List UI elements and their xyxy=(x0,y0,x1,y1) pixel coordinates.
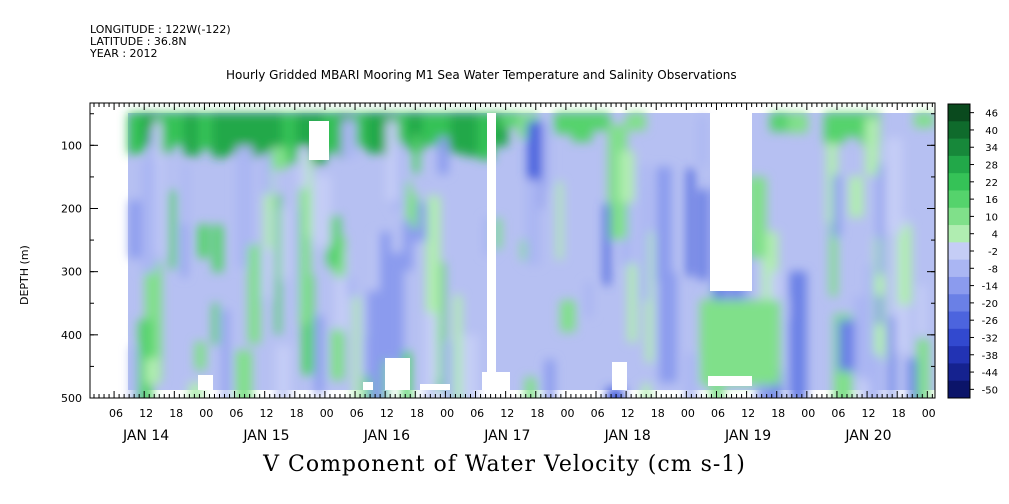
x-day-label: JAN 19 xyxy=(724,428,771,444)
x-day-label: JAN 15 xyxy=(242,428,289,444)
colorbar-swatch xyxy=(948,363,970,382)
gap-block xyxy=(708,376,752,386)
colorbar-swatch xyxy=(948,225,970,243)
x-tick-label: 18 xyxy=(410,407,424,420)
colorbar-label: -38 xyxy=(982,351,998,362)
gap-block xyxy=(385,358,410,390)
chart-title: Hourly Gridded MBARI Mooring M1 Sea Wate… xyxy=(226,68,737,82)
colorbar-label: -32 xyxy=(982,333,998,344)
x-tick-label: 12 xyxy=(862,407,876,420)
y-tick-label: 100 xyxy=(61,139,82,152)
x-day-label: JAN 17 xyxy=(483,428,530,444)
x-tick-label: 00 xyxy=(922,407,936,420)
colorbar-swatch xyxy=(948,173,970,191)
y-tick-label: 500 xyxy=(61,392,82,405)
colorbar-swatch xyxy=(948,276,970,295)
colorbar-swatch xyxy=(948,104,970,122)
x-tick-label: 12 xyxy=(380,407,394,420)
axes: 06 12 18 00 06 12 18 00 06 12 18 00 06 12 18 00 06 12 18 00… xyxy=(61,102,936,444)
colorbar-label: -2 xyxy=(988,247,998,258)
x-tick-label: 18 xyxy=(651,407,665,420)
colorbar-label: -50 xyxy=(982,385,998,396)
x-tick-label: 00 xyxy=(681,407,695,420)
x-day-label: JAN 20 xyxy=(844,428,891,444)
colorbar-label: 10 xyxy=(985,212,998,223)
x-tick-label: 06 xyxy=(831,407,845,420)
x-tick-label: 00 xyxy=(801,407,815,420)
colorbar-label: -8 xyxy=(988,264,998,275)
colorbar-swatch xyxy=(948,311,970,330)
x-tick-label: 12 xyxy=(260,407,274,420)
colorbar-swatch xyxy=(948,121,970,140)
gap-block xyxy=(420,384,450,390)
y-tick-label: 200 xyxy=(61,202,82,215)
latitude-label: LATITUDE : 36.8N xyxy=(90,35,187,48)
x-tick-label: 18 xyxy=(169,407,183,420)
x-tick-label: 06 xyxy=(109,407,123,420)
colorbar-swatch xyxy=(948,138,970,157)
x-tick-label: 12 xyxy=(500,407,514,420)
x-tick-label: 18 xyxy=(530,407,544,420)
x-tick-label: 00 xyxy=(440,407,454,420)
x-tick-label: 12 xyxy=(741,407,755,420)
x-tick-label: 18 xyxy=(290,407,304,420)
x-tick-label: 06 xyxy=(591,407,605,420)
x-tick-label: 00 xyxy=(320,407,334,420)
gap-block xyxy=(482,372,510,390)
colorbar-swatch xyxy=(948,259,970,278)
missing-data-blocks xyxy=(198,113,752,390)
x-tick-label: 06 xyxy=(470,407,484,420)
x-tick-label: 06 xyxy=(350,407,364,420)
x-tick-label: 12 xyxy=(621,407,635,420)
x-tick-label: 18 xyxy=(771,407,785,420)
colorbar-label: 46 xyxy=(985,109,998,120)
gap-block xyxy=(363,382,373,390)
gap-block xyxy=(487,113,496,390)
colorbar: 46 40 34 28 22 16 10 4 -2 -8 -14 -20 -26 -32 -38 -44 -50 xyxy=(947,103,998,399)
colorbar-swatch xyxy=(948,207,970,226)
y-tick-label: 300 xyxy=(61,266,82,279)
gap-block xyxy=(612,362,627,390)
colorbar-swatch xyxy=(948,380,970,399)
colorbar-label: 4 xyxy=(992,230,998,241)
velocity-field xyxy=(128,113,935,398)
x-day-label: JAN 14 xyxy=(122,428,169,444)
x-tick-label: 06 xyxy=(229,407,243,420)
colorbar-swatch xyxy=(948,328,970,347)
colorbar-swatch xyxy=(948,242,970,261)
colorbar-swatch xyxy=(948,190,970,209)
colorbar-label: 34 xyxy=(985,143,998,154)
longitude-label: LONGITUDE : 122W(-122) xyxy=(90,23,231,36)
x-day-label: JAN 18 xyxy=(604,428,651,444)
colorbar-swatch xyxy=(948,294,970,313)
plot-frame xyxy=(89,102,936,399)
y-axis-title: DEPTH (m) xyxy=(18,245,31,305)
x-tick-label: 18 xyxy=(892,407,906,420)
y-tick-label: 400 xyxy=(61,329,82,342)
year-label: YEAR : 2012 xyxy=(90,47,158,60)
gap-block xyxy=(309,121,329,160)
colorbar-label: -26 xyxy=(982,316,998,327)
x-day-label: JAN 16 xyxy=(363,428,410,444)
x-axis-title: V Component of Water Velocity (cm s-1) xyxy=(263,452,746,477)
colorbar-label: -44 xyxy=(982,368,998,379)
colorbar-label: -20 xyxy=(982,299,998,310)
x-tick-label: 00 xyxy=(199,407,213,420)
x-tick-label: 06 xyxy=(711,407,725,420)
colorbar-label: 28 xyxy=(985,161,998,172)
colorbar-label: 16 xyxy=(985,195,998,206)
colorbar-swatch xyxy=(948,346,970,364)
x-tick-label: 12 xyxy=(139,407,153,420)
colorbar-swatch xyxy=(948,155,970,174)
gap-block xyxy=(198,375,213,390)
gap-block xyxy=(710,113,752,291)
colorbar-label: -14 xyxy=(982,282,998,293)
colorbar-label: 22 xyxy=(985,178,998,189)
x-tick-label: 00 xyxy=(561,407,575,420)
colorbar-label: 40 xyxy=(985,126,998,137)
